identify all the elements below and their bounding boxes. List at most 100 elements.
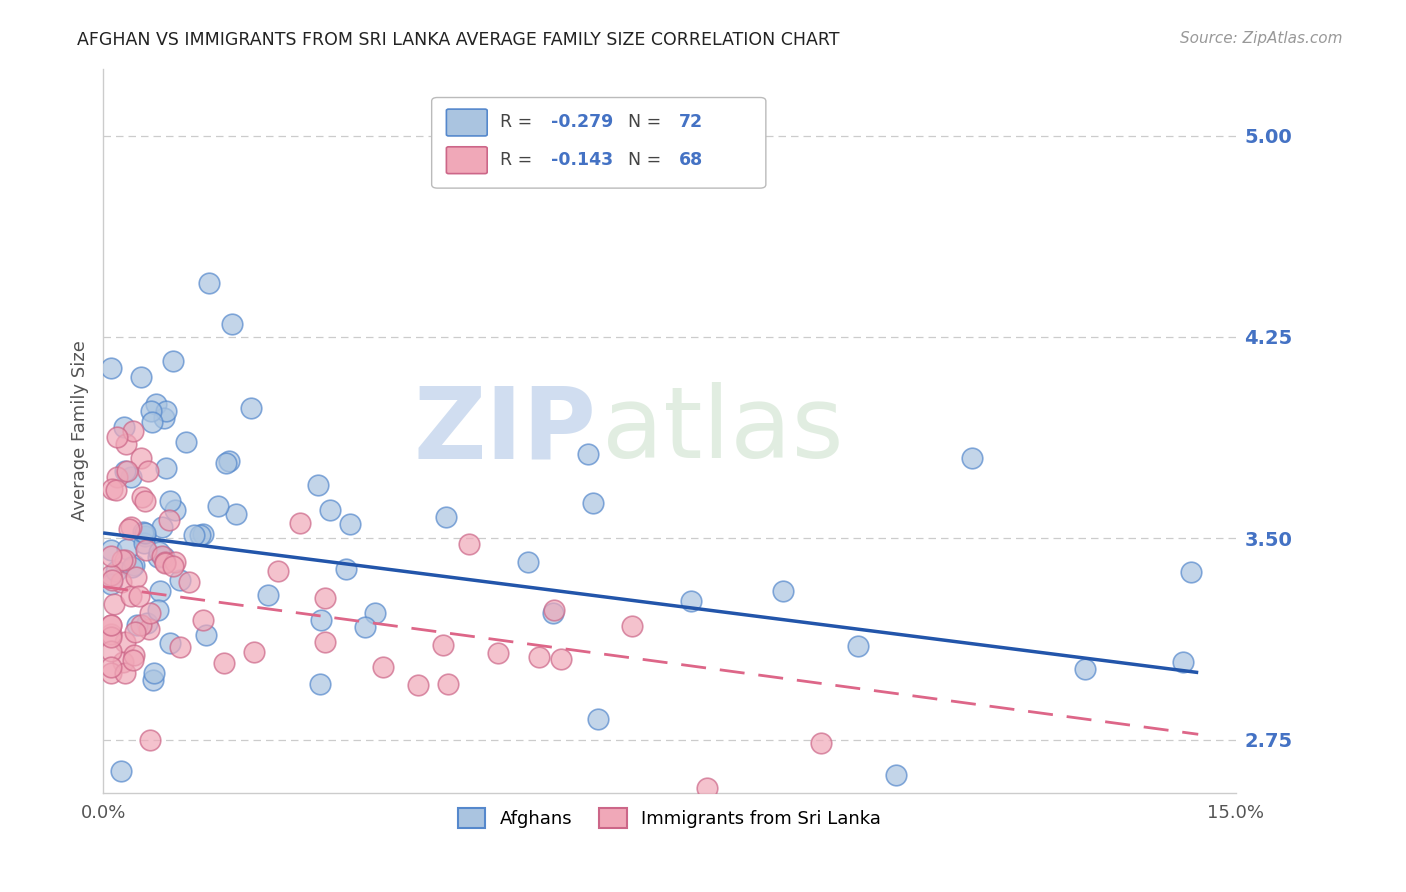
Point [135, 543, 157, 558]
Point [486, 646, 509, 660]
Point [110, 574, 132, 589]
Point [159, 636, 181, 650]
Point [309, 613, 332, 627]
Point [406, 678, 429, 692]
Point [586, 713, 609, 727]
Point [100, 542, 122, 557]
Point [155, 555, 177, 569]
Point [157, 513, 180, 527]
Point [335, 562, 357, 576]
Point [314, 635, 336, 649]
Point [114, 437, 136, 451]
Point [353, 620, 375, 634]
Point [165, 503, 187, 517]
Point [139, 606, 162, 620]
Point [100, 659, 122, 673]
Point [169, 640, 191, 654]
Point [239, 401, 262, 415]
Text: atlas: atlas [602, 383, 844, 479]
Point [146, 603, 169, 617]
Point [679, 593, 702, 607]
Point [100, 644, 122, 658]
Point [141, 404, 163, 418]
Point [527, 650, 550, 665]
Point [100, 577, 122, 591]
Point [183, 528, 205, 542]
Point [457, 537, 479, 551]
Point [620, 619, 643, 633]
Text: ZIP: ZIP [413, 383, 596, 479]
Point [111, 553, 134, 567]
Point [373, 660, 395, 674]
Text: 68: 68 [679, 151, 703, 169]
Point [243, 645, 266, 659]
Point [124, 648, 146, 662]
Point [309, 677, 332, 691]
Point [100, 361, 122, 376]
Point [124, 625, 146, 640]
Text: R =: R = [499, 113, 537, 131]
Point [125, 570, 148, 584]
Point [257, 588, 280, 602]
Point [129, 450, 152, 465]
Point [122, 653, 145, 667]
Point [131, 490, 153, 504]
Legend: Afghans, Immigrants from Sri Lanka: Afghans, Immigrants from Sri Lanka [451, 801, 889, 835]
Point [148, 545, 170, 559]
Point [307, 477, 329, 491]
Point [437, 677, 460, 691]
Point [100, 549, 122, 563]
Point [112, 420, 135, 434]
Point [117, 464, 139, 478]
Point [131, 524, 153, 539]
Point [100, 627, 122, 641]
Point [193, 526, 215, 541]
Point [1074, 662, 1097, 676]
Point [118, 523, 141, 537]
Point [120, 519, 142, 533]
Point [772, 584, 794, 599]
Point [134, 494, 156, 508]
Text: N =: N = [627, 151, 666, 169]
Point [105, 483, 128, 497]
Point [195, 628, 218, 642]
Point [138, 623, 160, 637]
Point [288, 516, 311, 531]
Point [159, 494, 181, 508]
Text: Source: ZipAtlas.com: Source: ZipAtlas.com [1180, 31, 1343, 46]
Point [142, 673, 165, 687]
Point [122, 558, 145, 573]
Point [1180, 565, 1202, 579]
Point [134, 536, 156, 550]
Point [543, 603, 565, 617]
Point [848, 639, 870, 653]
Text: AFGHAN VS IMMIGRANTS FROM SRI LANKA AVERAGE FAMILY SIZE CORRELATION CHART: AFGHAN VS IMMIGRANTS FROM SRI LANKA AVER… [77, 31, 839, 49]
Point [141, 415, 163, 429]
Y-axis label: Average Family Size: Average Family Size [72, 341, 89, 521]
Point [581, 496, 603, 510]
Point [100, 631, 122, 645]
Point [114, 553, 136, 567]
Point [142, 666, 165, 681]
Point [191, 613, 214, 627]
Point [107, 470, 129, 484]
Point [153, 556, 176, 570]
Point [198, 277, 221, 291]
Point [188, 527, 211, 541]
Text: R =: R = [499, 151, 537, 169]
Point [105, 430, 128, 444]
Point [149, 583, 172, 598]
Point [145, 397, 167, 411]
Point [100, 618, 122, 632]
Point [153, 550, 176, 565]
Point [214, 456, 236, 470]
Point [134, 525, 156, 540]
Point [120, 589, 142, 603]
Point [960, 450, 983, 465]
Point [364, 606, 387, 620]
Point [155, 460, 177, 475]
FancyBboxPatch shape [446, 147, 486, 174]
Point [122, 424, 145, 438]
Point [138, 464, 160, 478]
Point [1171, 655, 1194, 669]
